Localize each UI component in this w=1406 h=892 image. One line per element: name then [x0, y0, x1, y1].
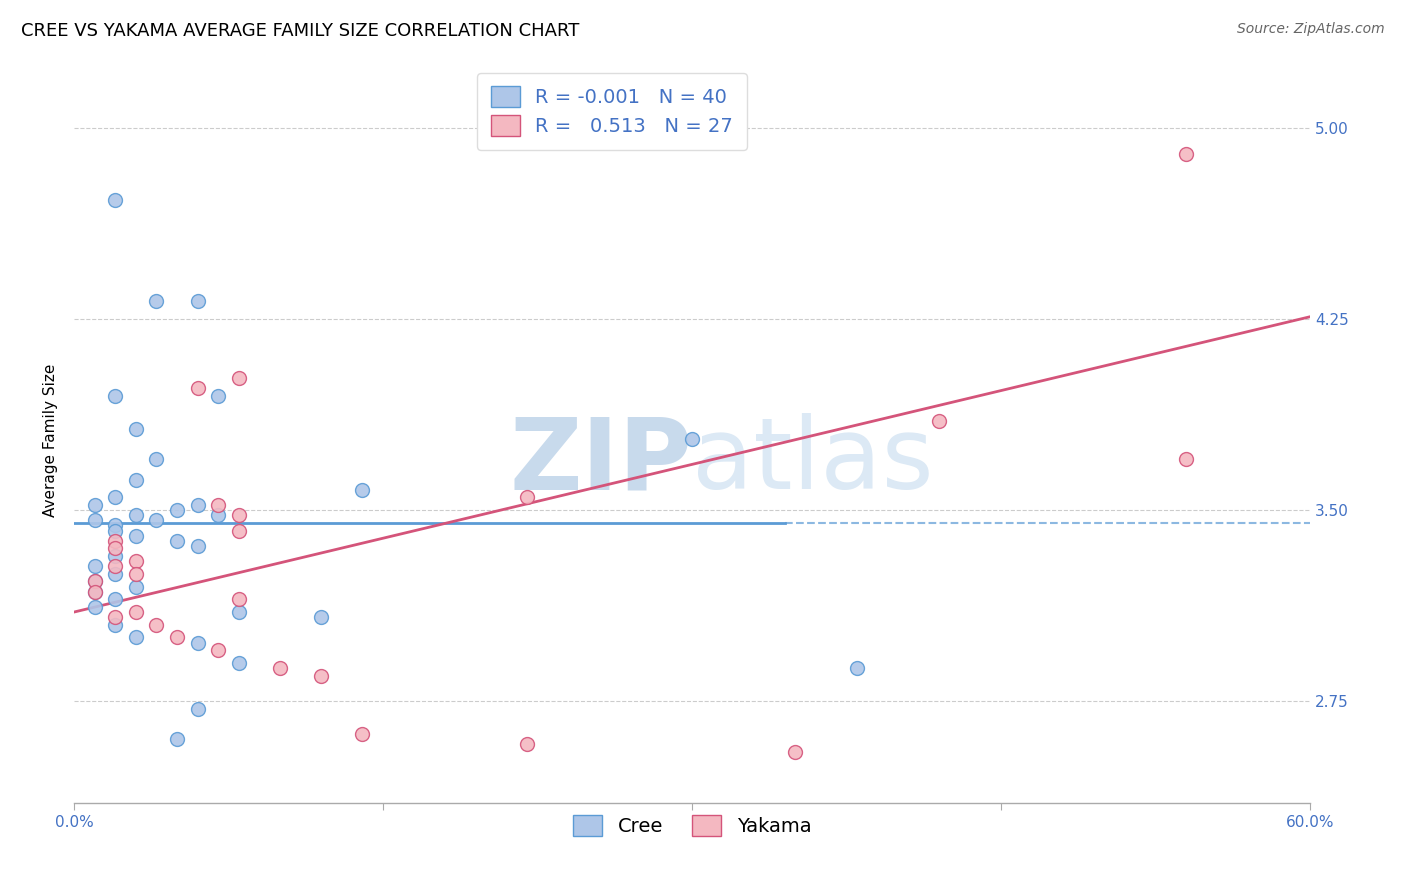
Point	[187, 635, 209, 649]
Point	[145, 452, 167, 467]
Point	[104, 541, 127, 556]
Point	[228, 592, 250, 607]
Point	[352, 727, 374, 741]
Point	[166, 503, 188, 517]
Point	[516, 491, 538, 505]
Y-axis label: Average Family Size: Average Family Size	[44, 364, 58, 516]
Point	[928, 414, 950, 428]
Point	[269, 661, 291, 675]
Point	[83, 599, 105, 614]
Point	[83, 498, 105, 512]
Point	[145, 513, 167, 527]
Text: CREE VS YAKAMA AVERAGE FAMILY SIZE CORRELATION CHART: CREE VS YAKAMA AVERAGE FAMILY SIZE CORRE…	[21, 22, 579, 40]
Point	[125, 508, 148, 523]
Point	[681, 432, 703, 446]
Point	[125, 605, 148, 619]
Point	[166, 533, 188, 548]
Legend: Cree, Yakama: Cree, Yakama	[565, 807, 820, 844]
Point	[228, 524, 250, 538]
Text: ZIP: ZIP	[509, 414, 692, 510]
Point	[83, 574, 105, 589]
Point	[228, 656, 250, 670]
Point	[104, 518, 127, 533]
Point	[125, 631, 148, 645]
Point	[104, 610, 127, 624]
Point	[187, 294, 209, 309]
Point	[207, 508, 229, 523]
Point	[104, 533, 127, 548]
Point	[104, 549, 127, 563]
Point	[125, 529, 148, 543]
Point	[352, 483, 374, 497]
Point	[187, 539, 209, 553]
Text: atlas: atlas	[692, 414, 934, 510]
Point	[125, 422, 148, 436]
Point	[207, 643, 229, 657]
Point	[1175, 452, 1198, 467]
Point	[166, 631, 188, 645]
Point	[104, 491, 127, 505]
Point	[104, 193, 127, 207]
Point	[125, 473, 148, 487]
Point	[228, 605, 250, 619]
Point	[145, 294, 167, 309]
Point	[125, 580, 148, 594]
Point	[311, 610, 333, 624]
Point	[516, 738, 538, 752]
Point	[125, 566, 148, 581]
Point	[187, 381, 209, 395]
Point	[166, 732, 188, 747]
Point	[845, 661, 868, 675]
Point	[104, 389, 127, 403]
Text: Source: ZipAtlas.com: Source: ZipAtlas.com	[1237, 22, 1385, 37]
Point	[187, 498, 209, 512]
Point	[104, 592, 127, 607]
Point	[83, 559, 105, 574]
Point	[83, 584, 105, 599]
Point	[228, 371, 250, 385]
Point	[207, 389, 229, 403]
Point	[83, 513, 105, 527]
Point	[783, 745, 806, 759]
Point	[187, 702, 209, 716]
Point	[125, 554, 148, 568]
Point	[104, 566, 127, 581]
Point	[145, 617, 167, 632]
Point	[83, 584, 105, 599]
Point	[207, 498, 229, 512]
Point	[104, 559, 127, 574]
Point	[83, 574, 105, 589]
Point	[104, 617, 127, 632]
Point	[311, 668, 333, 682]
Point	[104, 524, 127, 538]
Point	[228, 508, 250, 523]
Point	[1175, 146, 1198, 161]
